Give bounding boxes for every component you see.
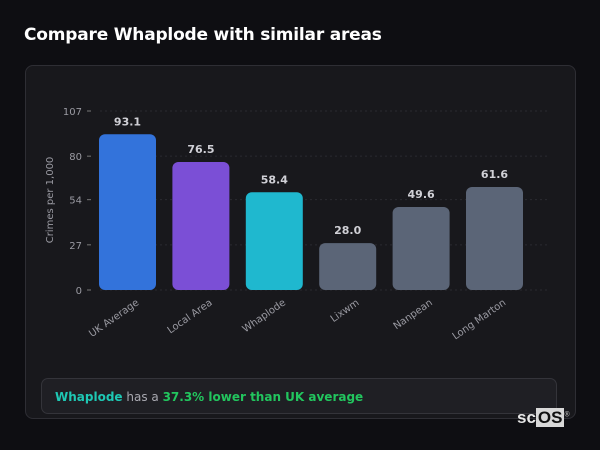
bar-nanpean bbox=[392, 207, 450, 290]
x-tick-label: UK Average bbox=[87, 297, 141, 339]
data-label: 61.6 bbox=[481, 168, 508, 181]
bar-local-area bbox=[172, 162, 230, 290]
x-tick-label: Long Marton bbox=[451, 297, 509, 342]
data-label: 58.4 bbox=[261, 173, 288, 186]
y-tick-label: 107 bbox=[63, 107, 82, 118]
x-tick-label: Lixwm bbox=[329, 297, 362, 324]
summary-text: has a bbox=[122, 390, 163, 404]
y-tick-label: 80 bbox=[69, 152, 82, 163]
summary-box: Whaplode has a 37.3% lower than UK avera… bbox=[41, 378, 557, 414]
bar-whaplode bbox=[245, 192, 303, 290]
x-tick-label: Local Area bbox=[166, 297, 215, 336]
summary-area: Whaplode bbox=[55, 390, 123, 404]
summary-comparison: 37.3% lower than UK average bbox=[162, 390, 364, 404]
bar-lixwm bbox=[319, 243, 377, 290]
x-tick-label: Whaplode bbox=[241, 297, 288, 335]
data-label: 76.5 bbox=[187, 143, 214, 156]
y-axis-label: Crimes per 1,000 bbox=[45, 157, 56, 244]
page-title: Compare Whaplode with similar areas bbox=[24, 25, 382, 45]
logo: sc OS ® bbox=[517, 408, 570, 427]
y-tick-label: 54 bbox=[69, 196, 82, 207]
bar-uk-average bbox=[99, 134, 156, 290]
x-tick-label: Nanpean bbox=[392, 297, 435, 332]
data-label: 28.0 bbox=[334, 224, 361, 237]
bar-long-marton bbox=[466, 186, 523, 290]
data-label: 93.1 bbox=[114, 115, 141, 128]
y-tick-label: 0 bbox=[76, 286, 82, 297]
data-label: 49.6 bbox=[408, 188, 435, 201]
y-tick-label: 27 bbox=[69, 241, 82, 252]
